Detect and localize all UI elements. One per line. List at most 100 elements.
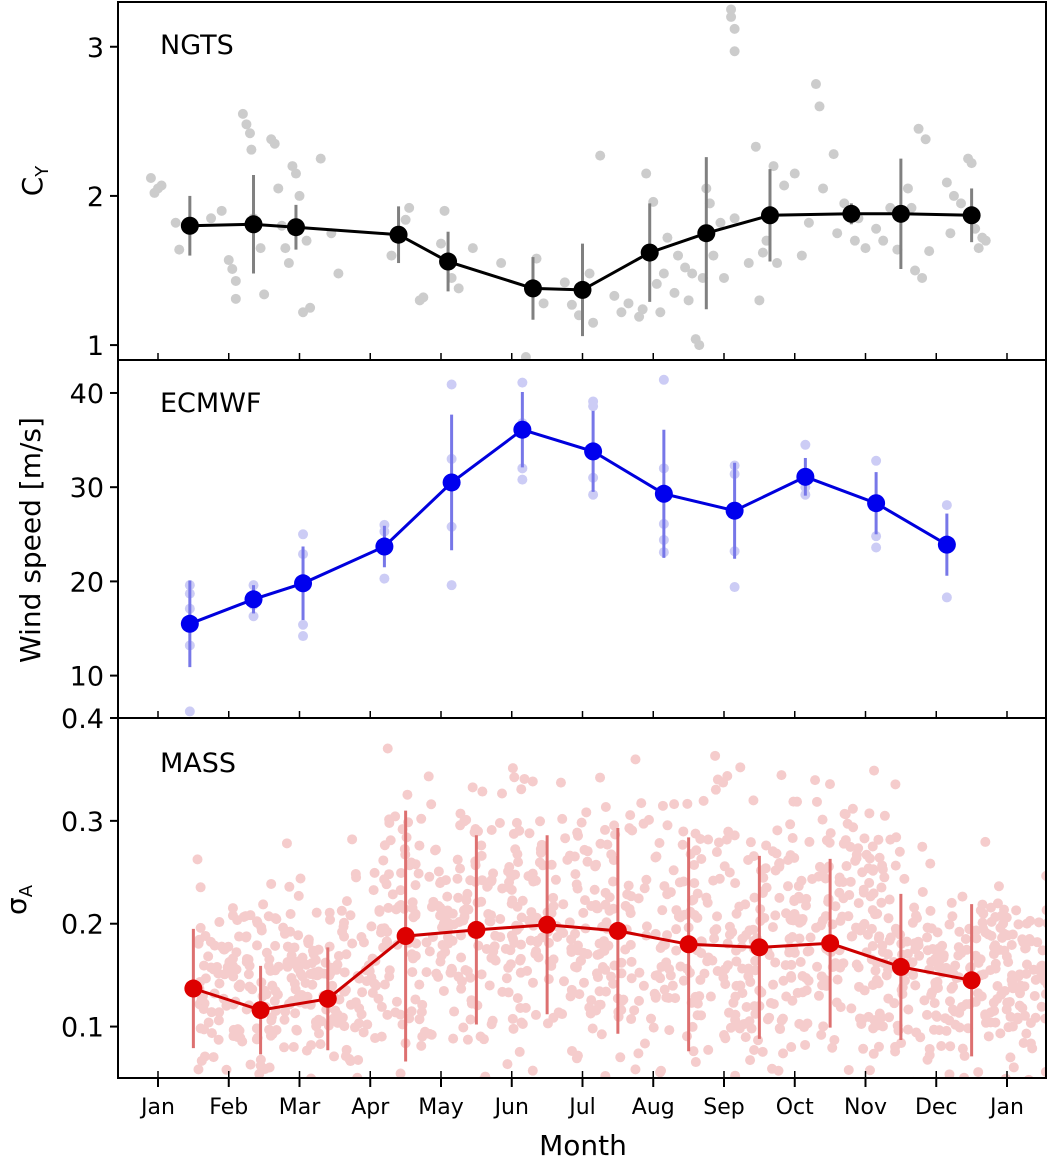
- scatter-point: [789, 168, 800, 179]
- scatter-point: [903, 1024, 914, 1035]
- scatter-point: [696, 853, 707, 864]
- scatter-point: [1027, 1043, 1038, 1054]
- scatter-point: [774, 1023, 785, 1034]
- scatter-point: [595, 838, 606, 849]
- scatter-point: [350, 1022, 361, 1033]
- scatter-point: [618, 1086, 628, 1096]
- scatter-point: [594, 986, 605, 997]
- scatter-point: [199, 1051, 210, 1062]
- scatter-point: [723, 826, 734, 837]
- scatter-point: [699, 968, 710, 979]
- scatter-point: [559, 277, 570, 288]
- scatter-point: [941, 177, 952, 188]
- scatter-point: [1025, 1018, 1036, 1029]
- scatter-point: [1006, 940, 1017, 951]
- scatter-point: [673, 250, 684, 261]
- scatter-point: [703, 952, 714, 963]
- scatter-point: [891, 925, 902, 936]
- scatter-point: [646, 1013, 657, 1024]
- scatter-point: [368, 885, 379, 896]
- scatter-point: [810, 775, 821, 786]
- scatter-point: [424, 946, 435, 957]
- scatter-point: [410, 994, 421, 1005]
- scatter-point: [854, 1013, 865, 1024]
- scatter-point: [667, 980, 678, 991]
- scatter-point: [436, 238, 446, 249]
- scatter-point: [216, 941, 227, 952]
- scatter-point: [266, 1015, 277, 1026]
- scatter-point: [287, 161, 298, 172]
- scatter-point: [202, 1142, 212, 1152]
- scatter-point: [381, 936, 392, 947]
- scatter-point: [1011, 905, 1022, 916]
- scatter-point: [449, 919, 460, 930]
- scatter-point: [467, 1108, 477, 1118]
- scatter-point: [710, 750, 721, 761]
- series-marker: [640, 243, 659, 262]
- scatter-point: [882, 949, 893, 960]
- scatter-point: [883, 964, 894, 975]
- panel-ecmwf: 10 20 30 40: [70, 359, 1047, 719]
- scatter-point: [329, 1051, 340, 1062]
- scatter-point: [779, 180, 790, 191]
- scatter-point: [395, 885, 406, 896]
- scatter-point: [659, 939, 670, 950]
- scatter-point: [421, 967, 432, 978]
- scatter-point: [298, 529, 309, 540]
- scatter-point: [659, 984, 670, 995]
- scatter-point: [1024, 1074, 1034, 1078]
- scatter-point: [417, 999, 428, 1010]
- scatter-point: [757, 247, 768, 258]
- scatter-point: [337, 1012, 348, 1023]
- scatter-point: [571, 879, 582, 890]
- scatter-point: [530, 948, 541, 959]
- scatter-point: [271, 1024, 282, 1035]
- scatter-point: [774, 858, 785, 869]
- scatter-point: [193, 938, 204, 949]
- scatter-point: [221, 1064, 232, 1075]
- scatter-point: [655, 307, 666, 318]
- scatter-point: [691, 845, 702, 856]
- scatter-point: [535, 847, 546, 858]
- scatter-point: [290, 1008, 301, 1019]
- series-marker: [294, 574, 313, 593]
- scatter-point: [859, 833, 870, 844]
- scatter-point: [966, 158, 977, 169]
- scatter-point: [774, 892, 785, 903]
- scatter-point: [899, 873, 910, 884]
- series-marker: [439, 252, 458, 271]
- scatter-point: [227, 264, 238, 275]
- scatter-point: [407, 903, 418, 914]
- scatter-point: [924, 246, 935, 257]
- scatter-point: [920, 134, 931, 145]
- scatter-point: [391, 996, 402, 1007]
- scatter-point: [662, 820, 673, 831]
- scatter-point: [546, 908, 557, 919]
- scatter-point: [455, 863, 466, 874]
- scatter-point: [282, 941, 293, 952]
- scatter-point: [446, 580, 457, 591]
- scatter-point: [255, 243, 266, 254]
- y-axis-title-mass: σA: [0, 884, 37, 915]
- scatter-point: [517, 463, 528, 474]
- scatter-point: [384, 971, 395, 982]
- scatter-point: [1000, 1073, 1011, 1078]
- scatter-point: [824, 779, 835, 790]
- scatter-point: [145, 173, 156, 184]
- scatter-point: [301, 959, 312, 970]
- scatter-point: [978, 969, 989, 980]
- scatter-point: [587, 1023, 598, 1034]
- scatter-point: [708, 250, 719, 261]
- scatter-point: [558, 976, 569, 987]
- scatter-point: [910, 944, 921, 955]
- scatter-point: [206, 962, 217, 973]
- scatter-point: [508, 1023, 519, 1034]
- x-tick-label: Oct: [776, 1095, 814, 1120]
- scatter-point: [466, 995, 477, 1006]
- scatter-point: [293, 930, 304, 941]
- scatter-point: [797, 987, 808, 998]
- scatter-point: [245, 1059, 256, 1070]
- scatter-point: [671, 945, 682, 956]
- scatter-point: [722, 771, 733, 782]
- scatter-point: [913, 123, 924, 134]
